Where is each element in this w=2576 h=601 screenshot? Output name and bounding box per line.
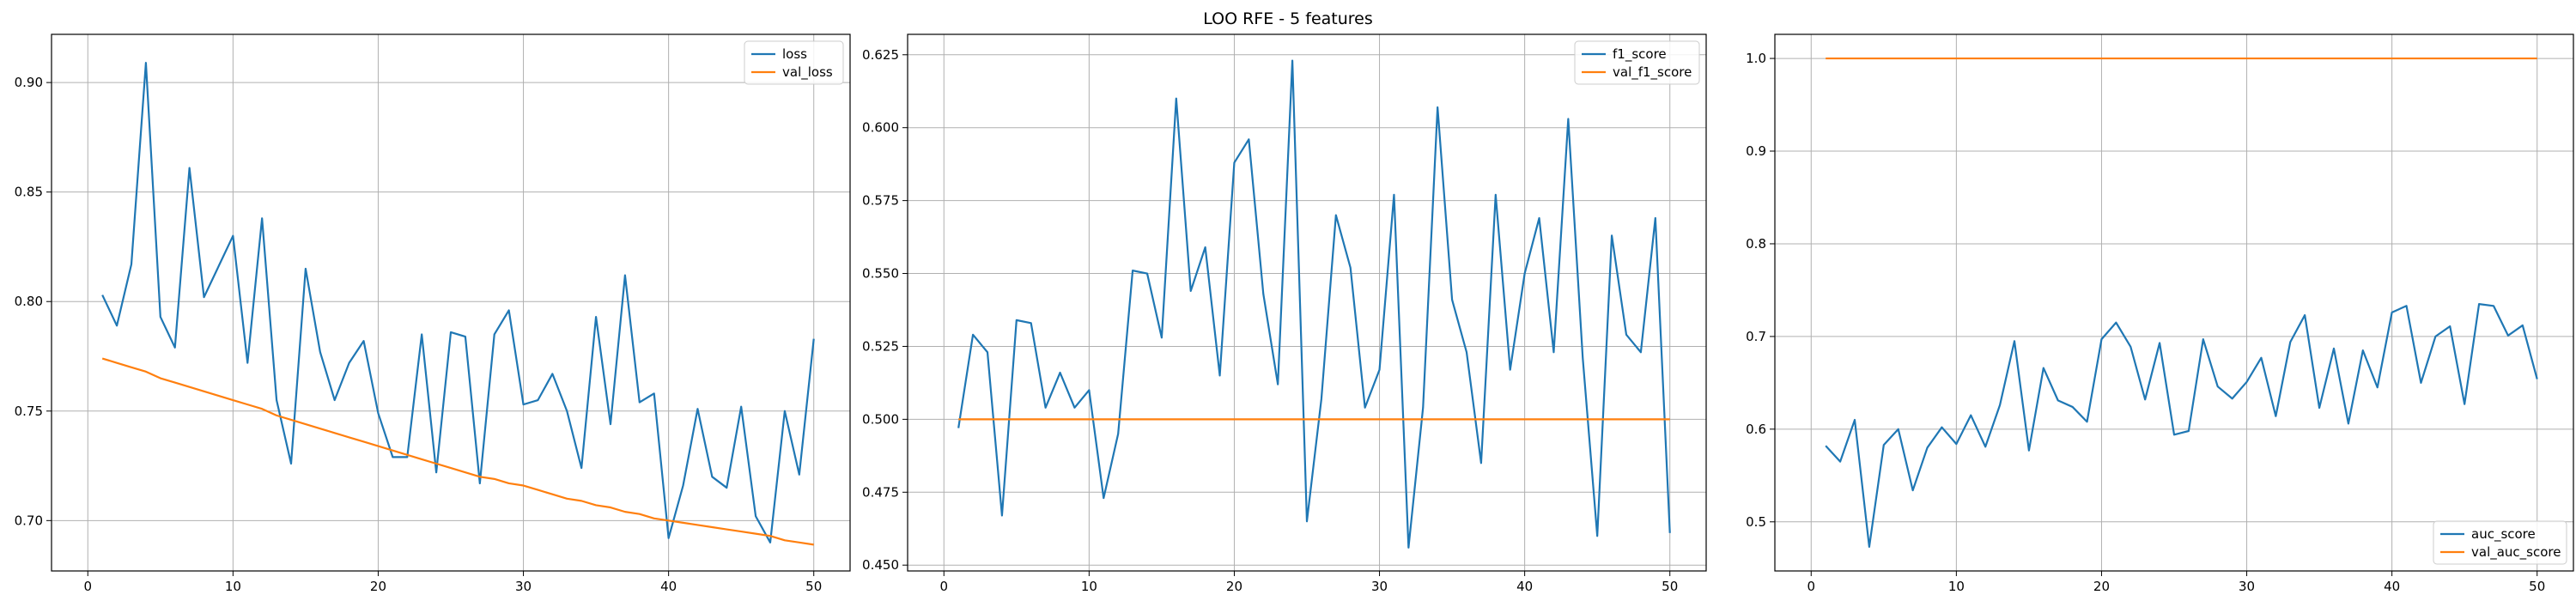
x-tick-label: 30	[1371, 579, 1388, 594]
series-line-f1_score	[957, 59, 1671, 549]
x-tick-label: 50	[2529, 579, 2545, 594]
x-tick-label: 0	[1807, 579, 1815, 594]
subplots: 0 10 20 30 40 500.700.750.800.850.90lossval_l…	[15, 33, 2574, 594]
subplot-1: 0 10 20 30 40 50 0.70 0.75 0.80 0.85 0.90 loss val_l…	[15, 33, 851, 594]
x-tick-label: 50	[1662, 579, 1678, 594]
y-tick-label: 0.6	[1746, 422, 1766, 437]
y-tick-label: 0.5	[1746, 514, 1766, 530]
legend-label-val_auc_score: val_auc_score	[2471, 544, 2561, 561]
y-tick-label: 0.90	[15, 75, 43, 90]
y-tick-label: 0.80	[15, 294, 43, 309]
legend-box	[744, 40, 844, 85]
legend: loss val_loss	[744, 40, 844, 85]
y-tick-label: 0.85	[15, 185, 43, 200]
x-tick-label: 40	[660, 579, 677, 594]
x-tick-label: 0	[83, 579, 92, 594]
x-tick-label: 10	[225, 579, 241, 594]
x-tick-label: 20	[2093, 579, 2110, 594]
y-tick-label: 0.575	[862, 193, 899, 209]
axes-frame	[51, 33, 851, 572]
x-tick-label: 30	[515, 579, 532, 594]
y-tick-label: 0.475	[862, 484, 899, 500]
subplot-2: 0 10 20 30 40 50 0.450 0.475 0.500 0.525 0.550 0.57…	[862, 33, 1707, 594]
figure-title: LOO RFE - 5 features	[1203, 9, 1373, 28]
legend-label-val_loss: val_loss	[782, 64, 833, 81]
x-tick-label: 30	[2239, 579, 2255, 594]
y-tick-label: 0.75	[15, 404, 43, 419]
y-tick-label: 0.625	[862, 47, 899, 63]
legend-label-f1_score: f1_score	[1613, 46, 1667, 63]
legend-label-auc_score: auc_score	[2471, 526, 2536, 543]
subplot-3: 0 10 20 30 40 50 0.5 0.6 0.7 0.8 0.9 1.0 auc_scoreva…	[1746, 33, 2574, 594]
y-tick-label: 0.500	[862, 411, 899, 427]
y-tick-label: 0.600	[862, 120, 899, 136]
x-tick-label: 10	[1948, 579, 1965, 594]
y-tick-label: 0.525	[862, 338, 899, 354]
y-tick-label: 0.8	[1746, 236, 1766, 252]
x-tick-label: 10	[1081, 579, 1097, 594]
y-tick-label: 0.450	[862, 557, 899, 573]
x-tick-label: 40	[1516, 579, 1533, 594]
x-tick-label: 20	[370, 579, 386, 594]
series-line-loss	[101, 62, 815, 543]
y-tick-label: 0.9	[1746, 143, 1766, 159]
legend-box	[1574, 40, 1700, 85]
x-tick-label: 40	[2384, 579, 2400, 594]
legend-label-val_f1_score: val_f1_score	[1613, 64, 1692, 81]
x-tick-label: 0	[939, 579, 948, 594]
legend-label-loss: loss	[782, 46, 807, 62]
series-line-auc_score	[1825, 303, 2538, 549]
y-tick-label: 0.550	[862, 266, 899, 282]
x-tick-label: 20	[1226, 579, 1242, 594]
y-tick-label: 1.0	[1746, 51, 1766, 66]
axes-frame	[1774, 33, 2574, 572]
series-line-val_loss	[101, 357, 814, 546]
x-tick-label: 50	[805, 579, 822, 594]
legend-box	[2433, 520, 2567, 565]
y-tick-label: 0.7	[1746, 329, 1766, 344]
y-tick-label: 0.70	[15, 513, 43, 528]
axes-frame	[907, 33, 1707, 572]
